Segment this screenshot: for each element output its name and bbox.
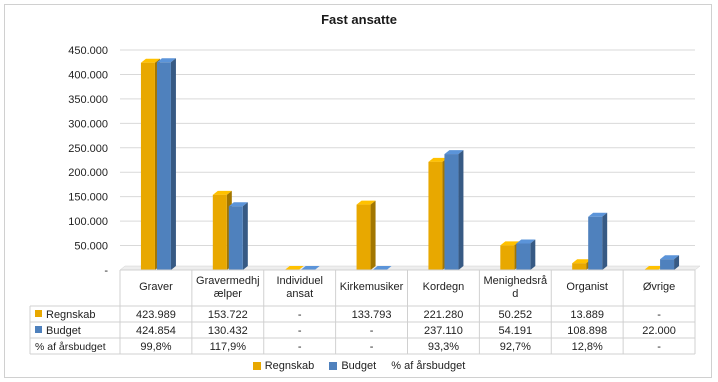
bar-regnskab-graver-top <box>140 58 160 63</box>
y-tick-label-3: 150.000 <box>68 192 108 204</box>
bar-regnskab-vrige-top <box>644 266 664 270</box>
y-tick-label-1: 50.000 <box>74 241 108 253</box>
bar-budget-menighedsr-d-side <box>530 239 536 270</box>
category-label-organist-0: Organist <box>566 281 608 293</box>
data-label-regnskab-individuel-ansat: - <box>298 309 302 321</box>
bar-budget-organist <box>588 216 603 270</box>
legend: Regnskab Budget % af årsbudget <box>0 360 718 372</box>
category-label-menighedsr-d-1: d <box>512 288 518 300</box>
bar-budget-graver-top <box>156 58 176 63</box>
category-label-individuel-ansat-0: Individuel <box>276 275 322 287</box>
bar-regnskab-kirkemusiker-side <box>370 200 376 270</box>
y-tick-label-9: 450.000 <box>68 45 108 57</box>
bar-regnskab-kirkemusiker <box>356 204 371 270</box>
legend-swatch-regnskab <box>252 362 261 371</box>
data-label-regnskab-kordegn: 221.280 <box>424 309 464 321</box>
category-label-kordegn-0: Kordegn <box>423 281 465 293</box>
bar-budget-kordegn <box>444 154 459 270</box>
data-label-budget-individuel-ansat: - <box>298 325 302 337</box>
bar-budget-gravermedhj-lper-top <box>228 202 248 207</box>
legend-item-budget: Budget <box>329 360 376 372</box>
chart-title: Fast ansatte <box>321 12 397 27</box>
data-label-budget-kordegn: 237.110 <box>424 325 463 337</box>
bar-budget-kordegn-side <box>458 150 464 270</box>
bar-budget-graver-side <box>170 58 176 271</box>
category-label-gravermedhj-lper-1: ælper <box>214 288 242 300</box>
data-label-budget-vrige: 22.000 <box>642 325 676 337</box>
chart-frame <box>4 4 712 378</box>
bar-regnskab-kordegn-top <box>428 157 448 162</box>
pct-label-vrige: - <box>657 341 661 353</box>
bar-budget-vrige <box>660 259 675 270</box>
bar-budget-vrige-top <box>660 255 680 260</box>
bar-regnskab-organist <box>572 263 587 270</box>
category-label-graver-0: Graver <box>139 281 173 293</box>
bar-budget-graver <box>156 62 171 271</box>
legend-item-regnskab: Regnskab <box>252 360 315 372</box>
data-label-regnskab-gravermedhj-lper: 153.722 <box>208 309 248 321</box>
bar-budget-gravermedhj-lper-side <box>242 202 248 270</box>
pct-label-graver: 99,8% <box>140 341 171 353</box>
bar-regnskab-menighedsr-d <box>500 245 515 270</box>
legend-label-pct: % af årsbudget <box>391 360 466 372</box>
bar-regnskab-kirkemusiker-top <box>356 200 376 205</box>
data-label-budget-graver: 424.854 <box>136 325 176 337</box>
table-key-regnskab <box>35 310 42 317</box>
legend-label-regnskab: Regnskab <box>264 360 315 372</box>
y-tick-label-6: 300.000 <box>68 118 108 130</box>
data-label-budget-gravermedhj-lper: 130.432 <box>208 325 248 337</box>
table-row-label-budget: Budget <box>46 325 81 337</box>
bar-budget-menighedsr-d <box>516 243 531 270</box>
y-tick-label-5: 250.000 <box>68 143 108 155</box>
pct-label-menighedsr-d: 92,7% <box>500 341 531 353</box>
data-label-budget-menighedsr-d: 54.191 <box>498 325 532 337</box>
category-label-individuel-ansat-1: ansat <box>286 288 313 300</box>
legend-swatch-budget <box>329 362 338 371</box>
table-row-label-pct: % af årsbudget <box>35 341 106 353</box>
category-label-gravermedhj-lper-0: Gravermedhj <box>196 275 260 287</box>
data-label-budget-organist: 108.898 <box>567 325 607 337</box>
data-label-regnskab-kirkemusiker: 133.793 <box>352 309 392 321</box>
legend-item-pct: % af årsbudget <box>391 360 465 372</box>
data-label-regnskab-vrige: - <box>657 309 661 321</box>
bar-budget-organist-side <box>602 212 608 270</box>
bar-regnskab-gravermedhj-lper <box>212 194 227 270</box>
y-tick-label-2: 100.000 <box>68 216 108 228</box>
category-label-kirkemusiker-0: Kirkemusiker <box>340 281 404 293</box>
chart-floor <box>119 265 701 271</box>
table-key-budget <box>35 326 42 333</box>
pct-label-kirkemusiker: - <box>370 341 374 353</box>
bar-regnskab-graver <box>140 62 155 270</box>
pct-label-organist: 12,8% <box>572 341 603 353</box>
bar-budget-kordegn-top <box>444 150 464 155</box>
bar-budget-individuel-ansat-top <box>300 266 320 270</box>
legend-label-budget: Budget <box>341 360 377 372</box>
y-tick-label-7: 350.000 <box>68 94 108 106</box>
pct-label-kordegn: 93,3% <box>428 341 459 353</box>
bar-regnskab-kordegn <box>428 161 443 270</box>
y-tick-label-8: 400.000 <box>68 69 108 81</box>
bar-regnskab-menighedsr-d-top <box>500 241 520 246</box>
data-label-budget-kirkemusiker: - <box>370 325 374 337</box>
bar-budget-kirkemusiker-top <box>372 266 392 270</box>
bar-regnskab-gravermedhj-lper-top <box>212 190 232 195</box>
data-label-regnskab-graver: 423.989 <box>136 309 176 321</box>
table-row-label-regnskab: Regnskab <box>46 309 96 321</box>
bar-regnskab-organist-top <box>572 259 592 264</box>
bar-budget-organist-top <box>588 212 608 217</box>
data-label-regnskab-menighedsr-d: 50.252 <box>498 309 532 321</box>
pct-label-individuel-ansat: - <box>298 341 302 353</box>
y-tick-label-0: - <box>104 265 108 277</box>
category-label-vrige-0: Øvrige <box>643 281 675 293</box>
data-label-regnskab-organist: 13.889 <box>570 309 604 321</box>
bar-budget-vrige-side <box>674 255 680 270</box>
y-tick-label-4: 200.000 <box>68 167 108 179</box>
bar-regnskab-individuel-ansat-top <box>284 266 304 270</box>
bar-budget-menighedsr-d-top <box>516 239 536 244</box>
bar-budget-gravermedhj-lper <box>228 206 243 270</box>
category-label-menighedsr-d-0: Menighedsrå <box>484 275 548 287</box>
pct-label-gravermedhj-lper: 117,9% <box>210 341 247 353</box>
